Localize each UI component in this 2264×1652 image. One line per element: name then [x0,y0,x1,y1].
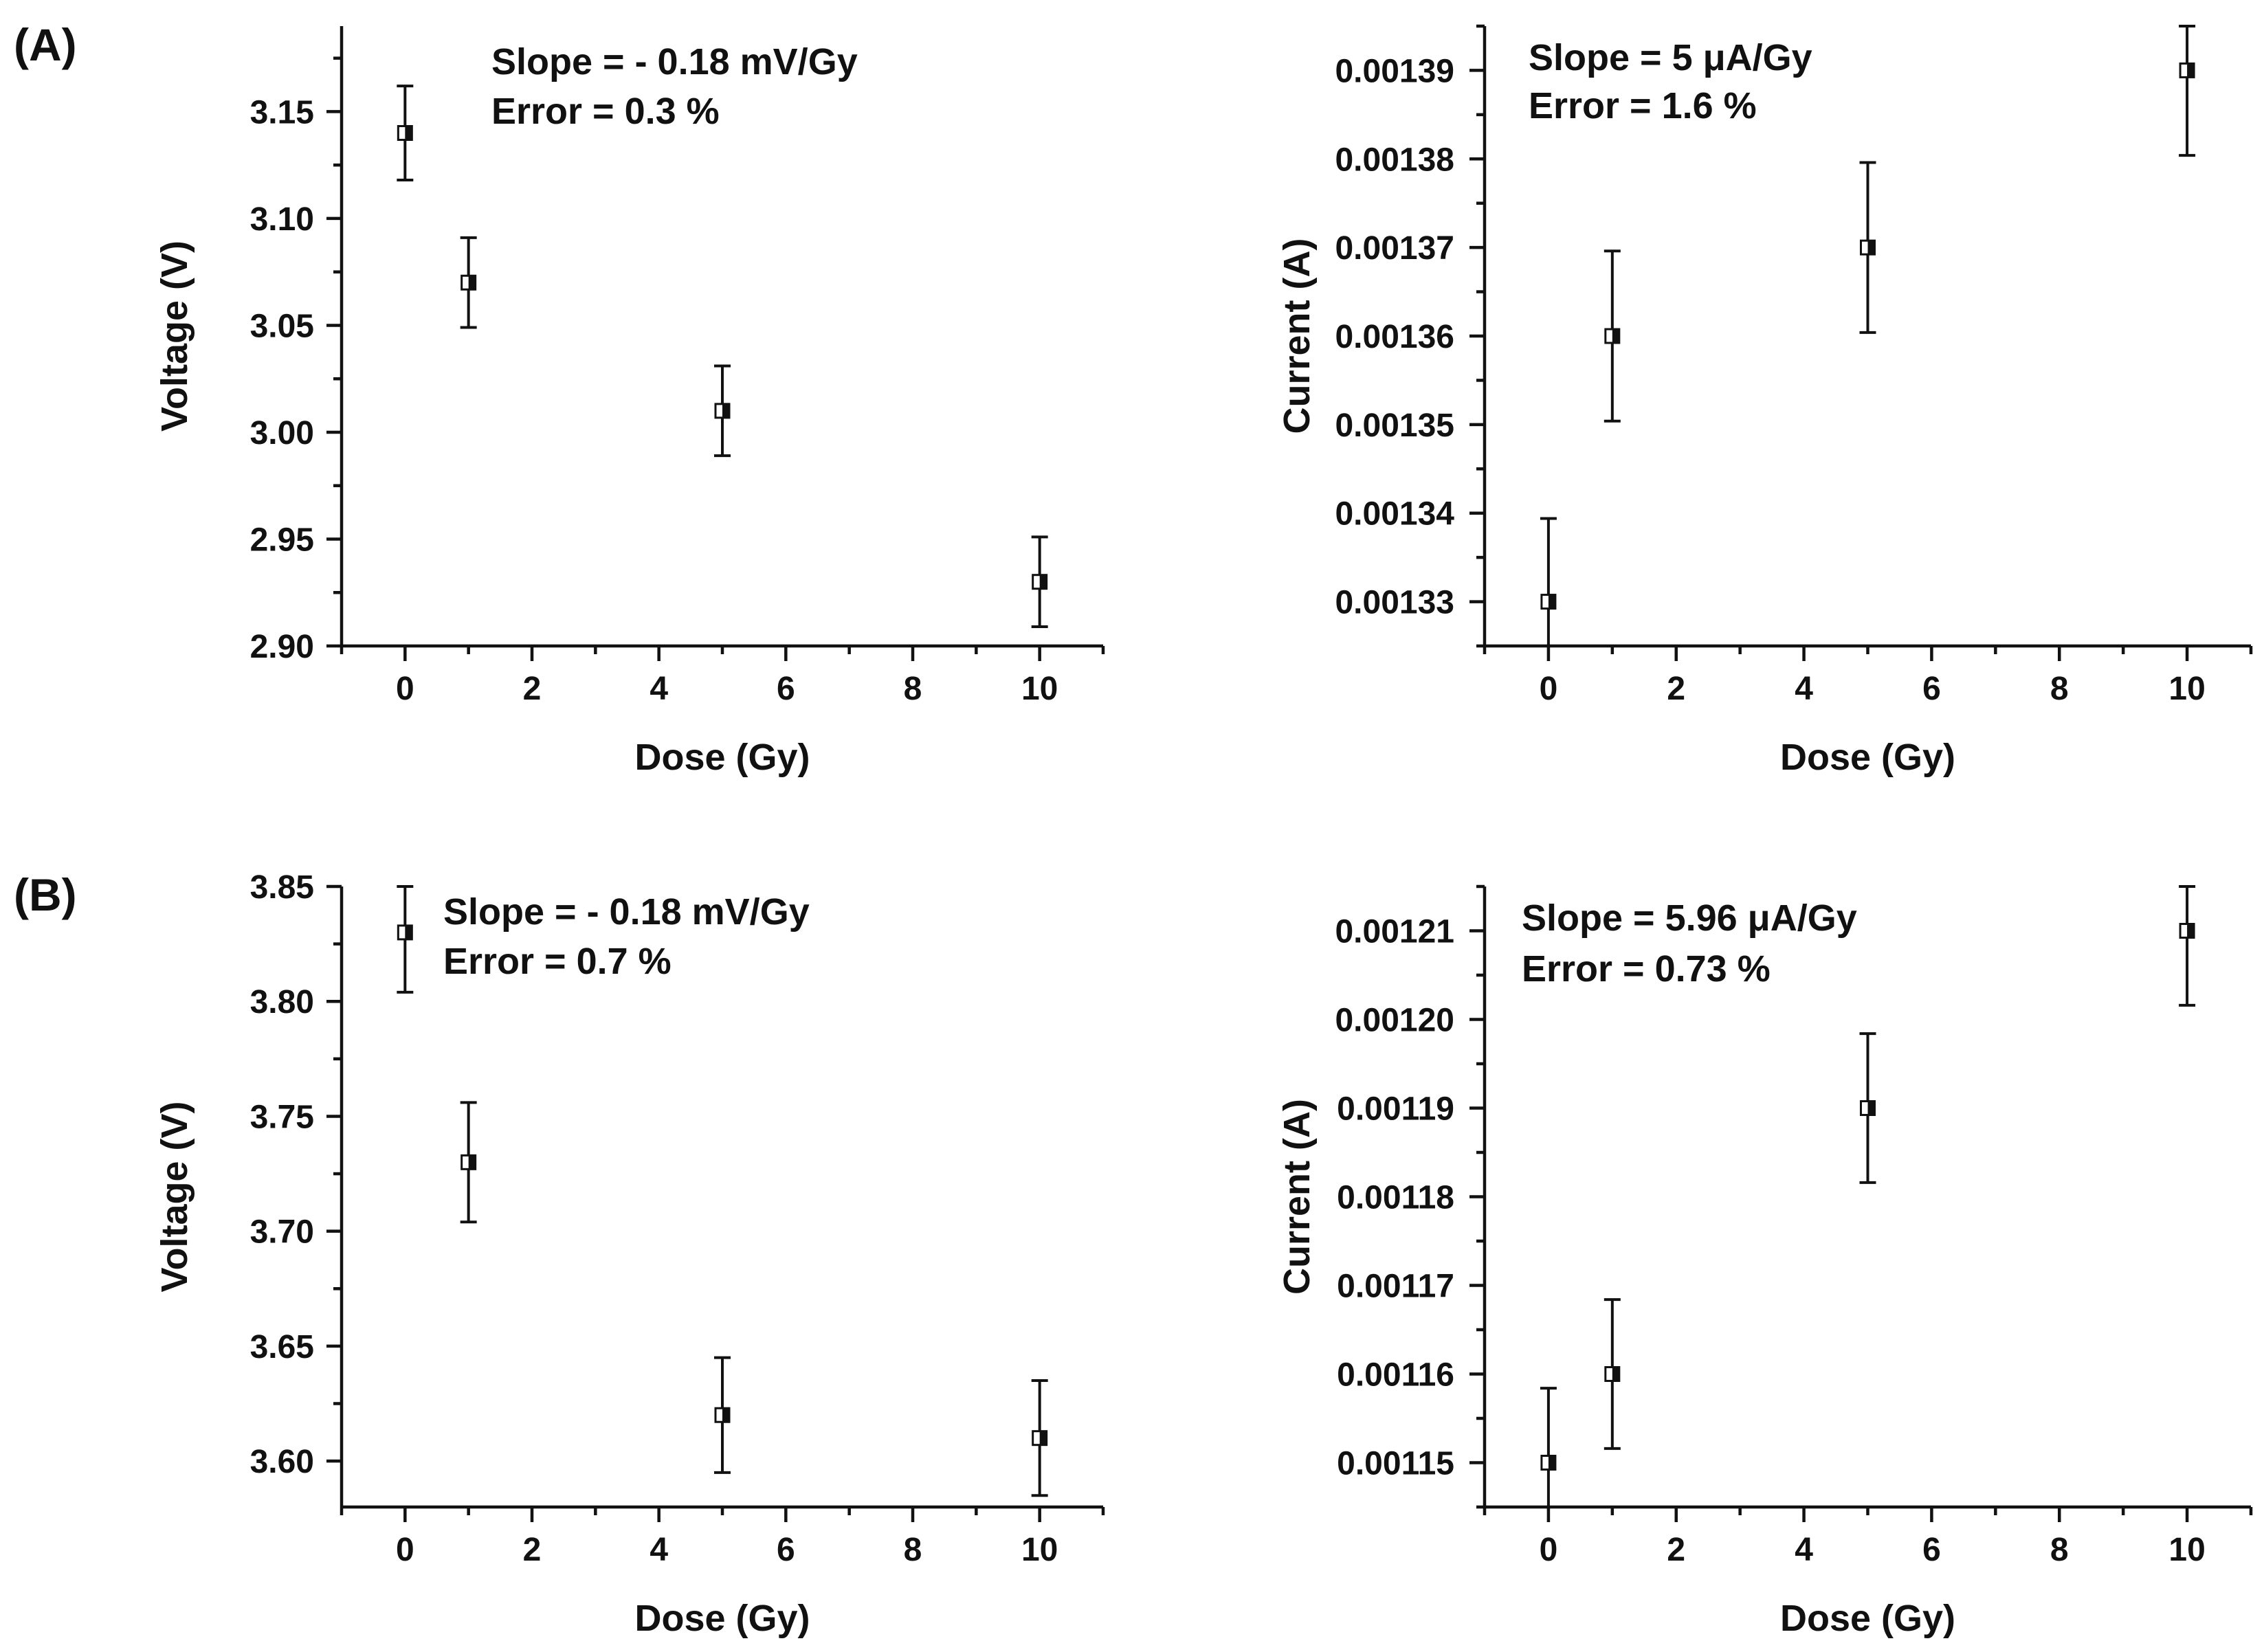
x-tick-label: 8 [904,671,922,707]
data-point-fill [722,1408,729,1422]
x-tick-label: 6 [1922,671,1941,707]
data-point-fill [1612,1367,1619,1381]
y-tick-label: 0.00138 [1335,142,1454,178]
data-point-fill [2187,924,2195,938]
x-tick-label: 2 [523,671,542,707]
y-tick-label: 3.00 [250,415,314,451]
x-tick-label: 6 [777,671,795,707]
error-annotation: Error = 0.73 % [1522,948,1771,990]
data-point-fill [1867,241,1875,255]
x-axis-title: Dose (Gy) [634,737,810,778]
x-tick-label: 10 [2168,1532,2205,1568]
y-tick-label: 3.65 [250,1329,314,1365]
x-tick-label: 0 [396,671,414,707]
x-axis-title: Dose (Gy) [1780,1598,1955,1639]
y-tick-label: 2.90 [250,629,314,665]
data-point-fill [722,403,729,418]
x-tick-label: 4 [650,671,668,707]
y-tick-label: 2.95 [250,522,314,558]
y-tick-label: 3.70 [250,1214,314,1251]
data-point-fill [1039,574,1047,589]
slope-annotation: Slope = - 0.18 mV/Gy [491,41,858,82]
y-tick-label: 0.00136 [1335,319,1454,355]
x-tick-label: 6 [777,1532,795,1568]
y-tick-label: 3.60 [250,1444,314,1480]
y-tick-label: 0.00135 [1335,408,1454,444]
y-axis-title: Voltage (V) [154,241,195,432]
x-tick-label: 0 [1540,1532,1558,1568]
x-tick-label: 2 [1667,671,1685,707]
data-point-fill [468,1155,476,1170]
x-tick-label: 8 [904,1532,922,1568]
data-point-fill [1548,594,1555,609]
y-tick-label: 3.80 [250,984,314,1020]
data-point-fill [1039,1431,1047,1445]
y-tick-label: 0.00121 [1335,914,1454,950]
y-tick-label: 0.00115 [1337,1446,1454,1482]
data-point-fill [1867,1101,1875,1115]
chart-b-voltage: 0 2 4 6 8 10 3.60 3.65 3.70 3.75 3.80 3.85 Dose (Gy)… [154,869,1105,1639]
data-point-fill [1548,1455,1555,1470]
y-axis-title: Current (A) [1276,238,1318,434]
x-tick-label: 0 [396,1532,414,1568]
chart-b-current: 0 2 4 6 8 10 0.00115 0.00116 0.00117 0.00118 0.001… [1276,884,2253,1639]
panel-label-a: (A) [14,19,77,70]
y-tick-label: 0.00134 [1335,496,1454,533]
slope-annotation: Slope = 5.96 μA/Gy [1522,897,1857,939]
chart-a-current: 0 2 4 6 8 10 0.00133 0.00134 0.00135 0.00136 0.001… [1276,24,2253,778]
error-annotation: Error = 0.3 % [491,91,720,132]
slope-annotation: Slope = 5 μA/Gy [1529,37,1812,78]
y-tick-label: 3.10 [250,201,314,238]
x-axis-title: Dose (Gy) [634,1598,810,1639]
data-point-fill [468,276,476,290]
error-annotation: Error = 0.7 % [443,941,672,982]
x-tick-label: 10 [2168,671,2205,707]
y-tick-label: 3.05 [250,308,314,344]
x-tick-label: 4 [650,1532,668,1568]
chart-a-voltage: 0 2 4 6 8 10 2.90 2.95 3.00 3.05 3.10 3.15 Dose (Gy)… [154,26,1105,778]
data-point-fill [1612,329,1619,343]
y-tick-label: 0.00119 [1337,1091,1454,1128]
x-tick-label: 8 [2050,671,2069,707]
y-tick-label: 0.00139 [1335,53,1454,89]
x-tick-label: 6 [1922,1532,1941,1568]
x-tick-label: 10 [1021,1532,1058,1568]
x-tick-label: 2 [1667,1532,1685,1568]
y-tick-label: 0.00117 [1337,1269,1454,1305]
data-point-fill [2187,63,2195,78]
x-axis-title: Dose (Gy) [1780,737,1955,778]
y-tick-label: 3.15 [250,94,314,131]
y-tick-label: 0.00133 [1335,585,1454,621]
y-tick-label: 0.00120 [1335,1003,1454,1039]
x-tick-label: 4 [1795,671,1813,707]
slope-annotation: Slope = - 0.18 mV/Gy [443,891,810,933]
y-axis-title: Voltage (V) [154,1101,195,1292]
x-tick-label: 4 [1795,1532,1813,1568]
data-point-fill [405,925,412,939]
y-axis-title: Current (A) [1276,1099,1318,1295]
y-tick-label: 0.00118 [1337,1180,1454,1216]
panel-label-b: (B) [14,869,77,920]
error-annotation: Error = 1.6 % [1529,85,1757,126]
y-tick-label: 3.75 [250,1099,314,1135]
y-tick-label: 0.00116 [1337,1357,1454,1394]
data-point-fill [405,126,412,140]
x-tick-label: 0 [1540,671,1558,707]
y-tick-label: 3.85 [250,869,314,906]
y-tick-label: 0.00137 [1335,230,1454,267]
x-tick-label: 2 [523,1532,542,1568]
x-tick-label: 10 [1021,671,1058,707]
x-tick-label: 8 [2050,1532,2069,1568]
